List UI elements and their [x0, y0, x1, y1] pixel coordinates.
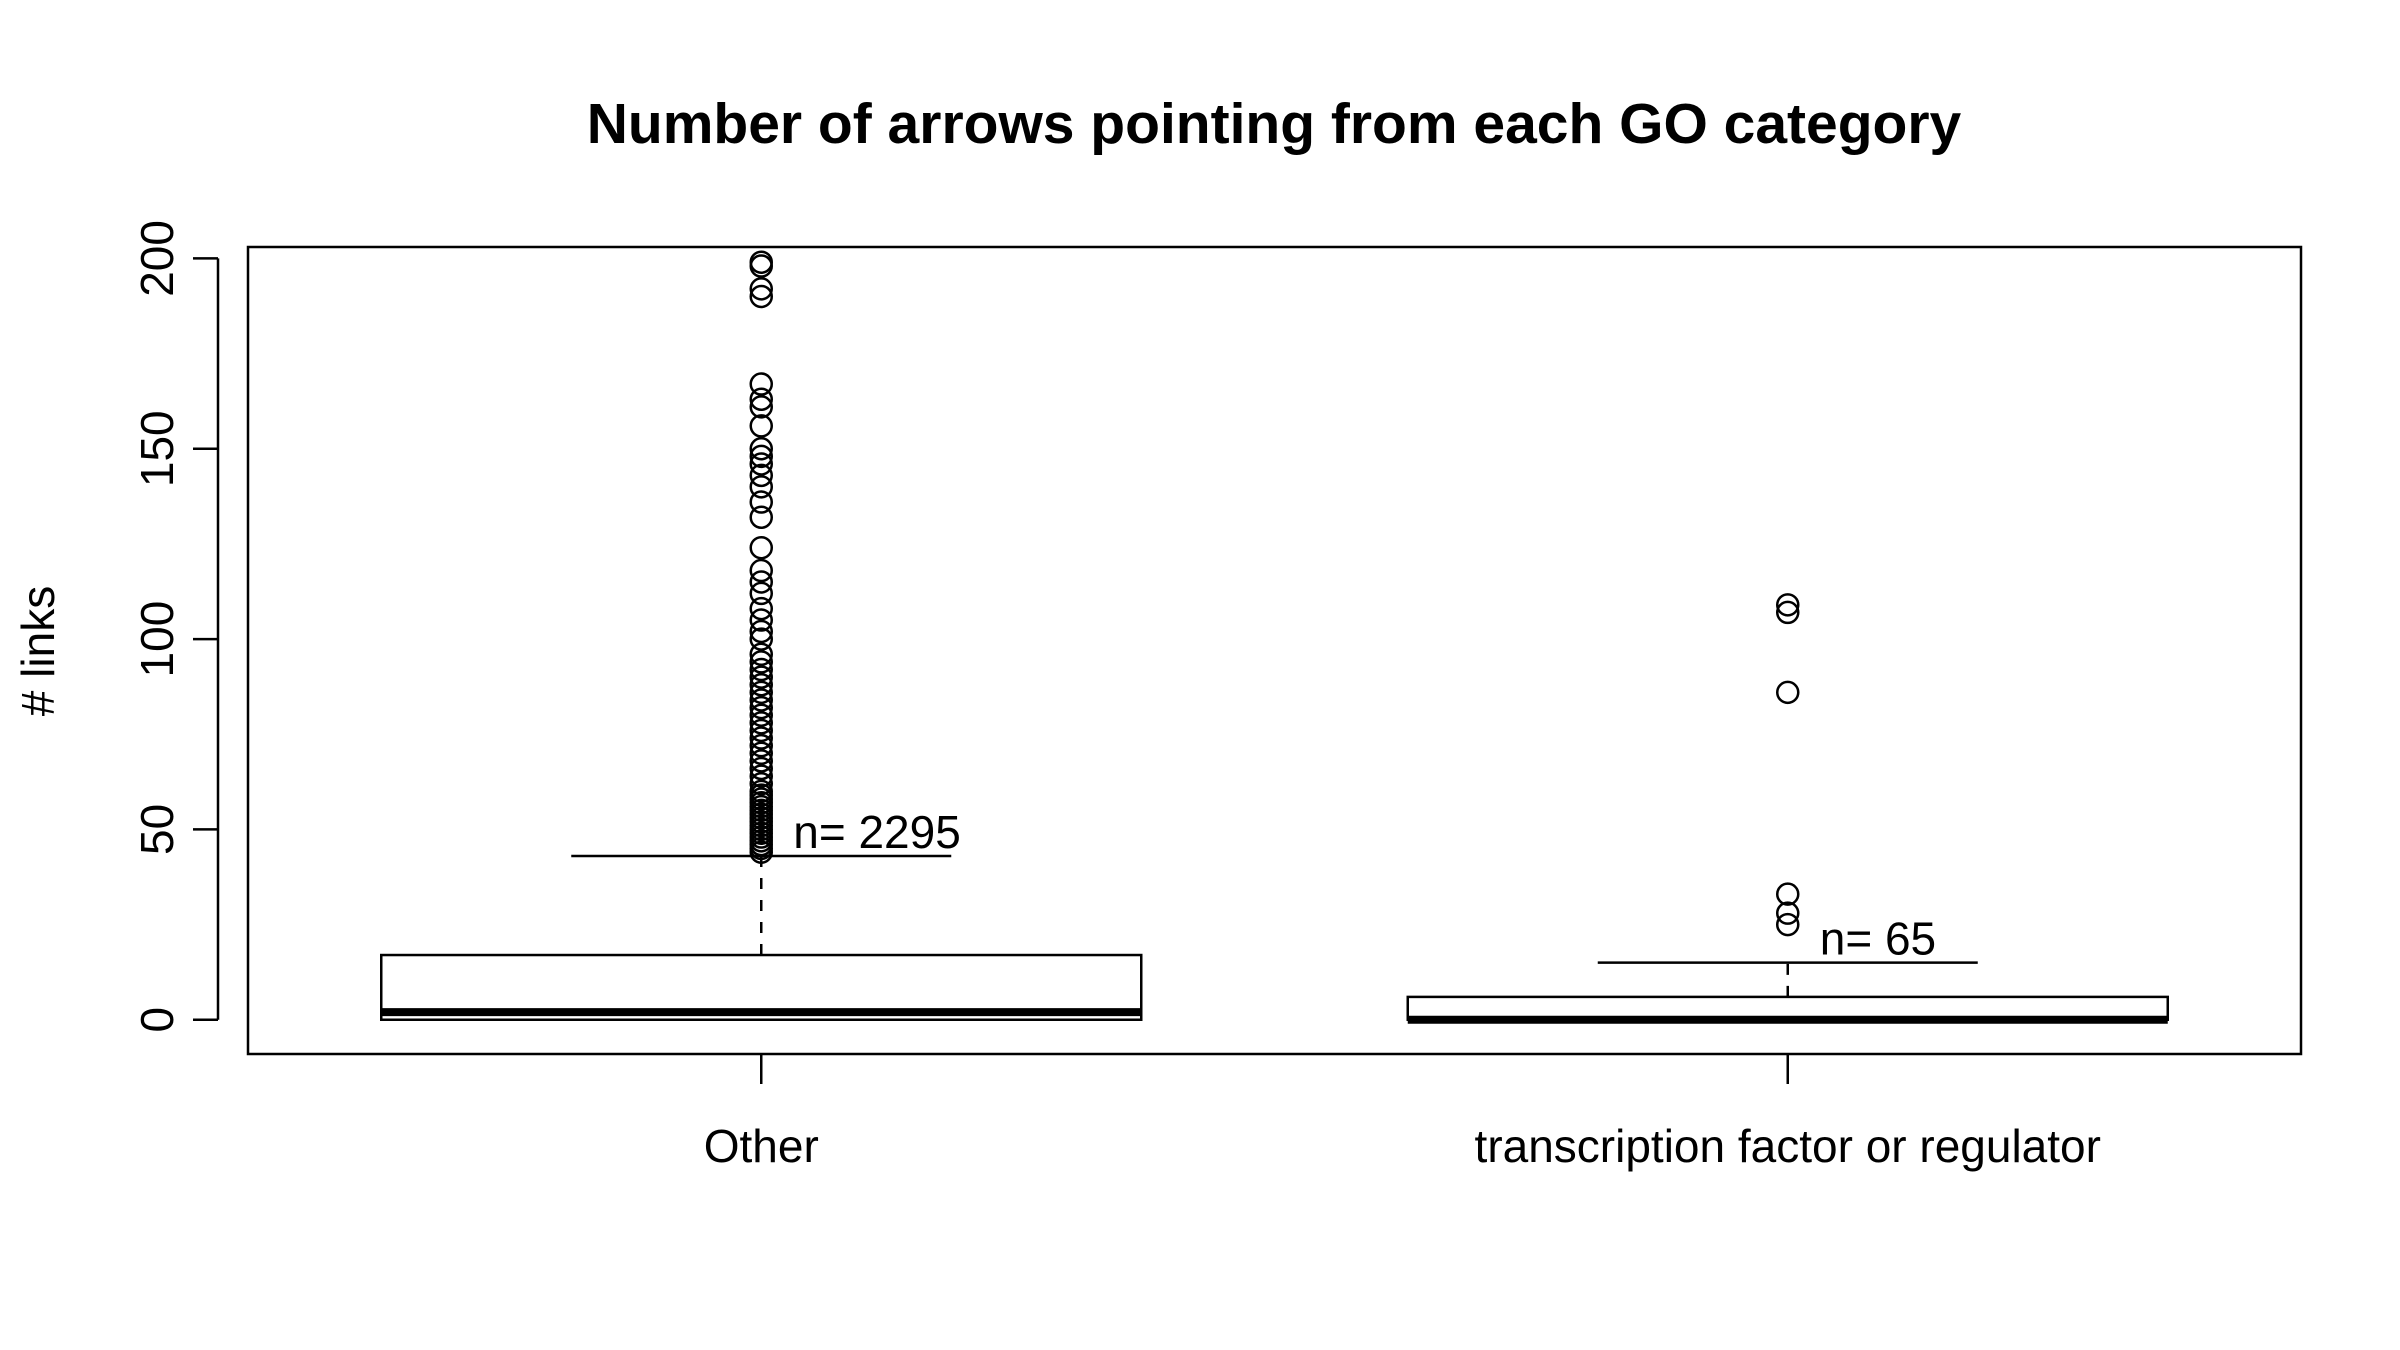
- outlier-point: [749, 463, 773, 488]
- y-tick-label: 0: [131, 1007, 183, 1033]
- outlier-point: [749, 779, 773, 804]
- outlier-point: [1776, 600, 1800, 625]
- outlier-point: [749, 627, 773, 651]
- outlier-point: [749, 657, 773, 682]
- outlier-point: [749, 277, 773, 301]
- outlier-point: [749, 452, 773, 476]
- outlier-point: [749, 749, 773, 773]
- outlier-point: [1776, 901, 1800, 925]
- outlier-point: [749, 665, 773, 689]
- outlier-point: [749, 475, 773, 499]
- x-axis: Other transcription factor or regulator: [704, 1054, 2101, 1172]
- outlier-point: [1776, 882, 1800, 906]
- y-axis-label: # links: [12, 586, 64, 716]
- y-tick-label: 100: [131, 601, 183, 678]
- outlier-point: [749, 726, 773, 750]
- outlier-point: [749, 771, 773, 796]
- outlier-point: [749, 642, 773, 667]
- outlier-point: [749, 570, 773, 594]
- outlier-point: [749, 535, 773, 560]
- outlier-point: [749, 688, 773, 712]
- box-group: n= 2295 n= 65: [380, 250, 2169, 1024]
- outlier-point: [749, 581, 773, 606]
- y-axis: 0 50 100 150 200: [131, 220, 220, 1033]
- box-transcription-factor: n= 65: [1406, 593, 2169, 1024]
- outlier-point: [749, 414, 773, 438]
- n-count-label: n= 65: [1820, 913, 1936, 965]
- outlier-point: [749, 372, 773, 396]
- y-tick-label: 200: [131, 220, 183, 297]
- outlier-point: [749, 733, 773, 758]
- outlier-point: [749, 596, 773, 621]
- outlier-point: [749, 619, 773, 644]
- outlier-point: [749, 250, 773, 274]
- outlier-point: [749, 608, 773, 632]
- x-tick-label: transcription factor or regulator: [1475, 1120, 2101, 1172]
- outlier-point: [749, 650, 773, 674]
- outlier-point: [749, 558, 773, 583]
- box-other: n= 2295: [380, 250, 1143, 1021]
- outlier-point: [1776, 680, 1800, 705]
- outlier-point: [749, 387, 773, 412]
- outlier-point: [1776, 593, 1800, 617]
- outlier-point: [749, 764, 773, 788]
- outlier-point: [749, 711, 773, 735]
- outlier-point: [749, 703, 773, 727]
- plot-frame: [246, 245, 2303, 1056]
- chart-title: Number of arrows pointing from each GO c…: [587, 92, 1962, 156]
- outlier-point: [749, 437, 773, 461]
- outlier-point: [749, 680, 773, 705]
- n-count-label: n= 2295: [793, 806, 961, 858]
- outlier-point: [749, 395, 773, 419]
- outlier-point: [749, 284, 773, 309]
- outlier-point: [1776, 912, 1800, 937]
- outlier-point: [749, 505, 773, 530]
- y-tick-label: 50: [131, 804, 183, 855]
- outlier-point: [749, 756, 773, 781]
- outlier-point: [749, 741, 773, 766]
- x-tick-label: Other: [704, 1120, 819, 1172]
- outlier-point: [749, 673, 773, 697]
- y-tick-label: 150: [131, 410, 183, 487]
- outlier-point: [749, 695, 773, 720]
- outlier-point: [749, 718, 773, 743]
- outlier-point: [749, 444, 773, 469]
- outlier-point: [749, 490, 773, 514]
